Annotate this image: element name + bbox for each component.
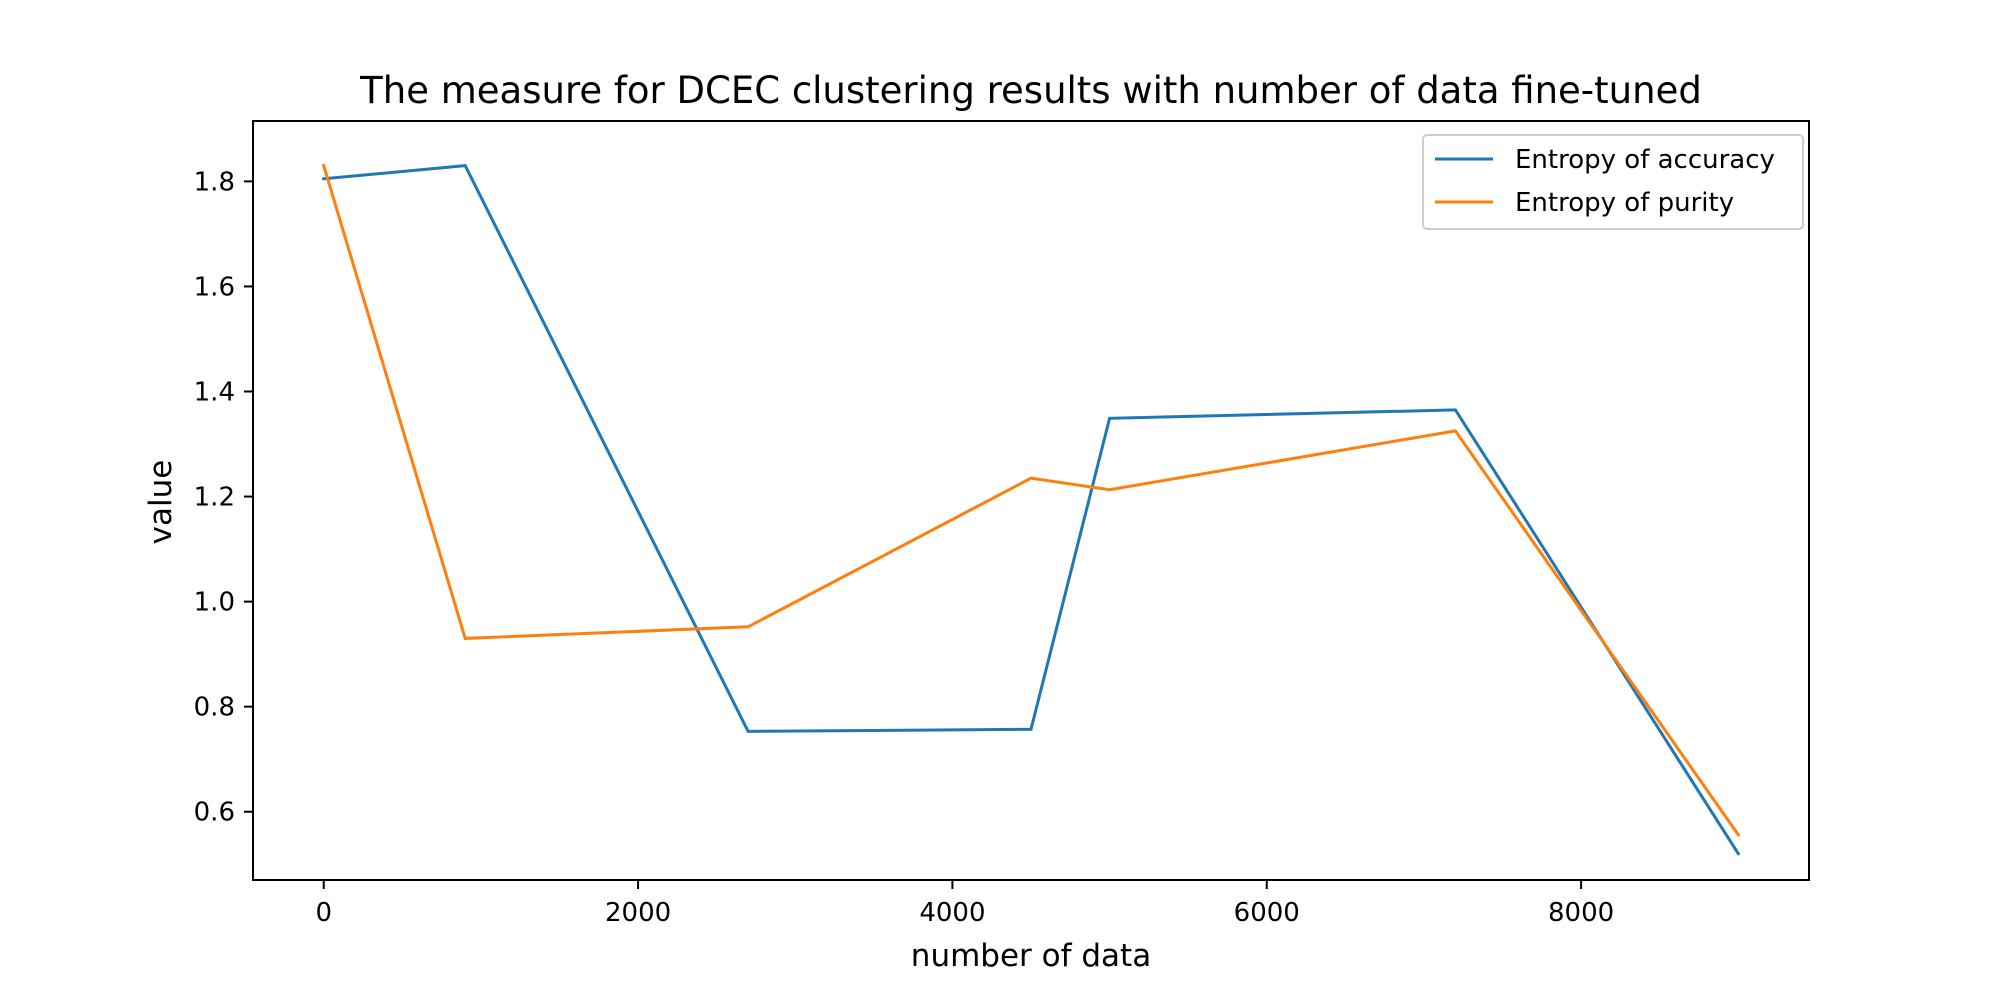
- x-tick-label: 8000: [1548, 898, 1614, 928]
- y-axis-label: value: [143, 460, 179, 545]
- ticks-layer: 0 2000 4000 6000 8000 0.6 0.8 1.0 1.2 1.4 1.6 1.8: [194, 167, 1615, 928]
- legend: Entropy of accuracy Entropy of purity: [1422, 134, 1804, 230]
- series-line-entropy-of-purity: [321, 163, 1741, 837]
- chart-title: The measure for DCEC clustering results …: [359, 69, 1702, 112]
- legend-label: Entropy of accuracy: [1515, 145, 1775, 175]
- legend-label: Entropy of purity: [1515, 188, 1734, 218]
- plot-area-frame: [252, 120, 1810, 881]
- legend-box: [1422, 134, 1804, 230]
- y-tick-label: 1.0: [194, 588, 235, 618]
- y-tick-label: 1.2: [194, 483, 235, 513]
- y-tick-label: 0.6: [194, 798, 235, 828]
- x-axis-label: number of data: [911, 938, 1151, 974]
- y-tick-label: 1.6: [194, 272, 235, 302]
- plot-layer: [321, 163, 1741, 856]
- x-tick-label: 0: [315, 898, 332, 928]
- x-tick-label: 4000: [919, 898, 985, 928]
- x-tick-label: 2000: [605, 898, 671, 928]
- x-tick-label: 6000: [1234, 898, 1300, 928]
- series-line-entropy-of-accuracy: [322, 164, 1741, 856]
- y-tick-label: 0.8: [194, 693, 235, 723]
- y-tick-label: 1.8: [194, 167, 235, 197]
- y-tick-label: 1.4: [194, 378, 235, 408]
